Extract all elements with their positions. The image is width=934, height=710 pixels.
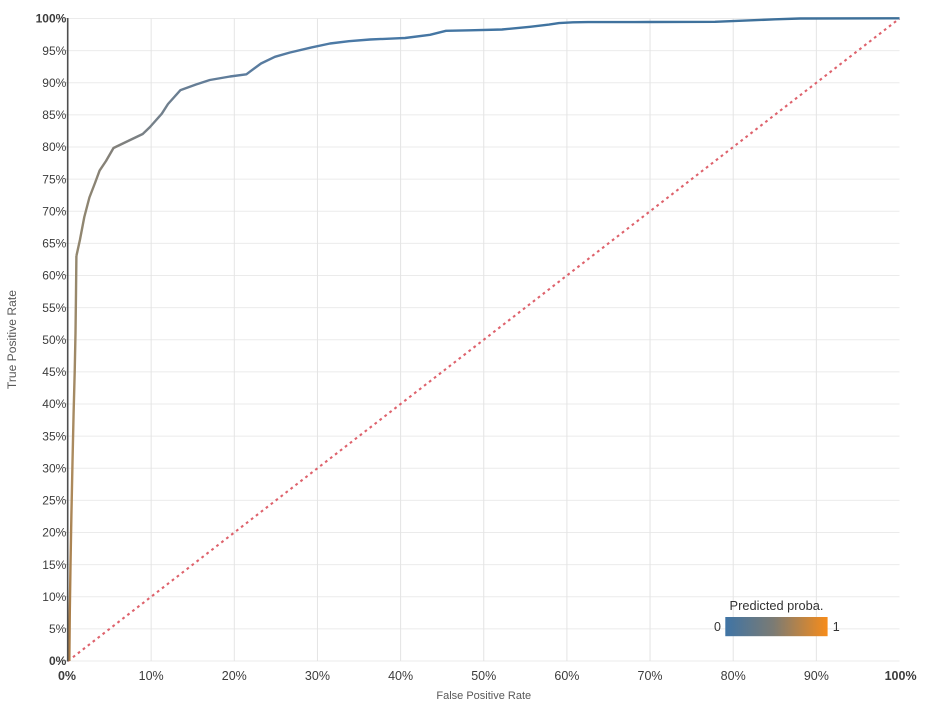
svg-text:15%: 15% (42, 558, 66, 572)
svg-text:50%: 50% (42, 333, 66, 347)
svg-text:20%: 20% (222, 669, 247, 683)
svg-text:5%: 5% (49, 622, 67, 636)
svg-text:60%: 60% (554, 669, 579, 683)
svg-text:30%: 30% (305, 669, 330, 683)
svg-text:95%: 95% (42, 44, 66, 58)
svg-text:45%: 45% (42, 365, 66, 379)
svg-text:75%: 75% (42, 172, 66, 186)
svg-text:80%: 80% (721, 669, 746, 683)
svg-text:0%: 0% (58, 669, 76, 683)
svg-text:70%: 70% (638, 669, 663, 683)
svg-text:65%: 65% (42, 237, 66, 251)
svg-text:0: 0 (714, 620, 721, 634)
svg-text:10%: 10% (42, 590, 66, 604)
svg-text:85%: 85% (42, 108, 66, 122)
svg-text:60%: 60% (42, 269, 66, 283)
svg-text:False Positive Rate: False Positive Rate (436, 690, 531, 702)
svg-text:100%: 100% (36, 12, 67, 26)
svg-text:30%: 30% (42, 462, 66, 476)
svg-text:40%: 40% (42, 397, 66, 411)
svg-text:55%: 55% (42, 301, 66, 315)
svg-text:90%: 90% (804, 669, 829, 683)
svg-text:40%: 40% (388, 669, 413, 683)
svg-text:35%: 35% (42, 429, 66, 443)
svg-text:80%: 80% (42, 140, 66, 154)
svg-text:10%: 10% (139, 669, 164, 683)
svg-text:50%: 50% (471, 669, 496, 683)
svg-text:20%: 20% (42, 526, 66, 540)
svg-text:Predicted proba.: Predicted proba. (730, 598, 824, 613)
svg-text:0%: 0% (49, 654, 67, 668)
svg-text:70%: 70% (42, 205, 66, 219)
svg-text:25%: 25% (42, 494, 66, 508)
svg-text:1: 1 (833, 620, 840, 634)
svg-text:True Positive Rate: True Positive Rate (5, 290, 19, 389)
svg-text:100%: 100% (885, 669, 917, 683)
svg-text:90%: 90% (42, 76, 66, 90)
